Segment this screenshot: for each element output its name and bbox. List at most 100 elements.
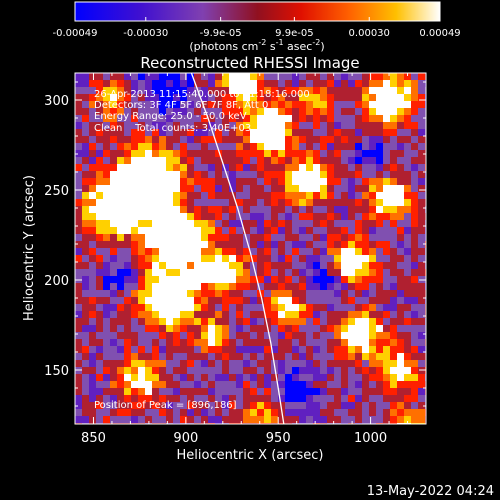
heatmap-cell: [271, 381, 279, 389]
heatmap-cell: [243, 101, 251, 109]
heatmap-cell: [404, 213, 412, 221]
heatmap-cell: [404, 220, 412, 228]
heatmap-cell: [131, 73, 139, 81]
heatmap-cell: [236, 178, 244, 186]
heatmap-cell: [327, 367, 335, 375]
heatmap-cell: [75, 388, 83, 396]
heatmap-cell: [243, 311, 251, 319]
heatmap-cell: [313, 94, 321, 102]
heatmap-cell: [292, 325, 300, 333]
heatmap-cell: [201, 192, 209, 200]
heatmap-cell: [243, 262, 251, 270]
heatmap-cell: [152, 262, 160, 270]
heatmap-cell: [264, 241, 272, 249]
heatmap-cell: [75, 290, 83, 298]
heatmap-cell: [103, 87, 111, 95]
heatmap-cell: [306, 185, 314, 193]
heatmap-cell: [271, 339, 279, 347]
heatmap-cell: [327, 269, 335, 277]
heatmap-cell: [355, 150, 363, 158]
heatmap-cell: [383, 213, 391, 221]
heatmap-cell: [82, 94, 90, 102]
heatmap-cell: [411, 199, 419, 207]
heatmap-cell: [348, 136, 356, 144]
heatmap-cell: [82, 346, 90, 354]
heatmap-cell: [187, 101, 195, 109]
heatmap-cell: [152, 101, 160, 109]
heatmap-cell: [250, 192, 258, 200]
heatmap-cell: [75, 332, 83, 340]
heatmap-cell: [110, 192, 118, 200]
heatmap-cell: [362, 101, 370, 109]
heatmap-cell: [369, 311, 377, 319]
heatmap-cell: [278, 73, 286, 81]
heatmap-cell: [299, 136, 307, 144]
heatmap-cell: [383, 339, 391, 347]
heatmap-cell: [173, 290, 181, 298]
heatmap-cell: [145, 171, 153, 179]
heatmap-cell: [278, 311, 286, 319]
heatmap-cell: [299, 276, 307, 284]
heatmap-cell: [383, 346, 391, 354]
heatmap-cell: [103, 297, 111, 305]
heatmap-cell: [397, 276, 405, 284]
heatmap-cell: [250, 248, 258, 256]
heatmap-cell: [187, 346, 195, 354]
heatmap-cell: [124, 346, 132, 354]
heatmap-cell: [334, 290, 342, 298]
heatmap-cell: [166, 339, 174, 347]
heatmap-cell: [285, 297, 293, 305]
heatmap-cell: [159, 339, 167, 347]
heatmap-cell: [278, 150, 286, 158]
heatmap-cell: [215, 87, 223, 95]
heatmap-cell: [138, 255, 146, 263]
heatmap-cell: [82, 255, 90, 263]
heatmap-cell: [159, 325, 167, 333]
heatmap-cell: [194, 360, 202, 368]
heatmap-cell: [145, 283, 153, 291]
heatmap-cell: [131, 94, 139, 102]
heatmap-cell: [201, 416, 209, 424]
heatmap-cell: [369, 171, 377, 179]
heatmap-cell: [103, 402, 111, 410]
heatmap-cell: [166, 213, 174, 221]
heatmap-cell: [166, 318, 174, 326]
heatmap-cell: [215, 374, 223, 382]
heatmap-cell: [152, 304, 160, 312]
heatmap-cell: [138, 108, 146, 116]
heatmap-cell: [152, 297, 160, 305]
heatmap-cell: [397, 129, 405, 137]
heatmap-cell: [334, 297, 342, 305]
heatmap-cell: [299, 129, 307, 137]
colorbar-tick-label: -9.9e-05: [200, 28, 242, 39]
annotation-energy-range: Energy Range: 25.0 - 50.0 keV: [94, 111, 247, 122]
heatmap-cell: [418, 227, 426, 235]
heatmap-cell: [313, 227, 321, 235]
heatmap-cell: [355, 276, 363, 284]
heatmap-cell: [250, 171, 258, 179]
heatmap-cell: [404, 262, 412, 270]
heatmap-cell: [327, 388, 335, 396]
heatmap-cell: [89, 311, 97, 319]
heatmap-cell: [285, 318, 293, 326]
heatmap-cell: [159, 416, 167, 424]
heatmap-cell: [208, 269, 216, 277]
heatmap-cell: [355, 164, 363, 172]
heatmap-cell: [222, 136, 230, 144]
heatmap-cell: [411, 213, 419, 221]
heatmap-cell: [397, 388, 405, 396]
heatmap-cell: [124, 395, 132, 403]
heatmap-cell: [229, 185, 237, 193]
heatmap-cell: [180, 269, 188, 277]
heatmap-cell: [138, 164, 146, 172]
heatmap-cell: [145, 129, 153, 137]
heatmap-cell: [285, 283, 293, 291]
heatmap-cell: [117, 269, 125, 277]
heatmap-cell: [348, 262, 356, 270]
heatmap-cell: [159, 367, 167, 375]
heatmap-cell: [152, 136, 160, 144]
heatmap-cell: [194, 367, 202, 375]
heatmap-cell: [292, 276, 300, 284]
heatmap-cell: [152, 220, 160, 228]
